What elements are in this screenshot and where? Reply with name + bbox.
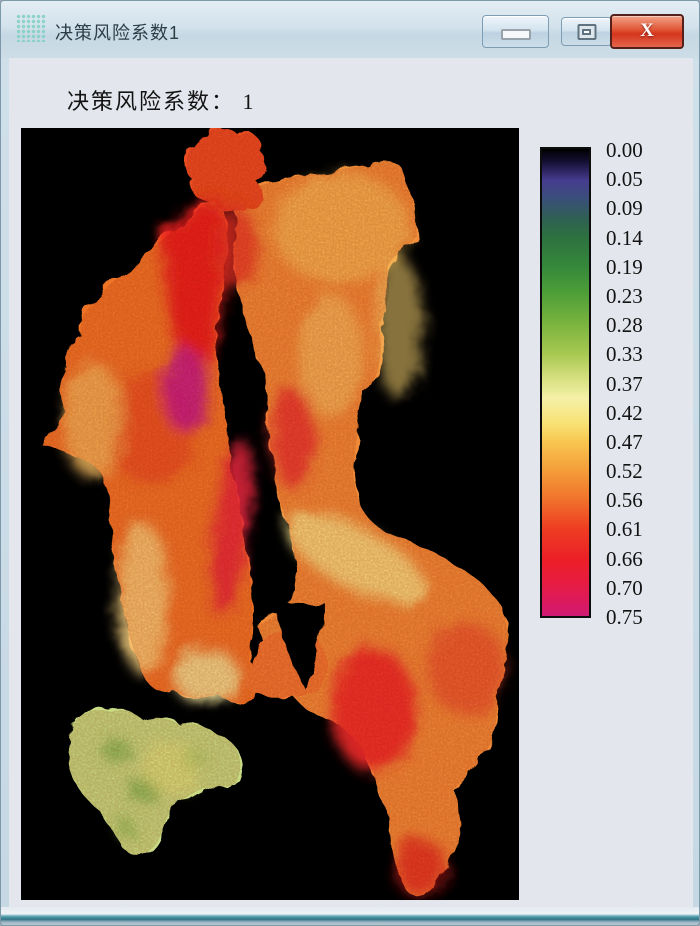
window-bottom-frame — [1, 907, 699, 925]
heatmap-axes — [21, 128, 519, 900]
colorbar-tick: 0.05 — [606, 167, 643, 192]
colorbar-tick: 0.56 — [606, 488, 643, 513]
colorbar-tick: 0.33 — [606, 342, 643, 367]
colorbar-tick: 0.19 — [606, 254, 643, 279]
maximize-button[interactable] — [561, 17, 612, 46]
colorbar-tick: 0.00 — [606, 138, 643, 162]
figure-grid-icon — [16, 14, 46, 42]
minimize-button[interactable] — [482, 15, 549, 48]
basin-svg — [21, 128, 519, 900]
colorbar-tick: 0.09 — [606, 196, 643, 221]
colorbar-tick: 0.52 — [606, 459, 643, 484]
colorbar-tick: 0.28 — [606, 313, 643, 338]
colorbar-tick: 0.66 — [606, 546, 643, 571]
colorbar-tick: 0.47 — [606, 429, 643, 454]
window-title: 决策风险系数1 — [55, 23, 181, 43]
figure-client-area: 决策风险系数： 1 — [9, 58, 693, 909]
colorbar-tick: 0.14 — [606, 225, 643, 250]
colorbar-tick: 0.42 — [606, 400, 643, 425]
colorbar-ticks: 0.00 0.05 0.09 0.14 0.19 0.23 0.28 0.33 0.37 0.42… — [606, 138, 676, 630]
colorbar-tick: 0.23 — [606, 283, 643, 308]
colorbar-tick: 0.75 — [606, 605, 643, 629]
maximize-icon — [577, 23, 596, 40]
colorbar-gradient — [540, 147, 591, 618]
colorbar-tick: 0.61 — [606, 517, 643, 542]
page-title: 决策风险系数： 1 — [67, 89, 256, 114]
close-button[interactable]: X — [610, 14, 684, 49]
colorbar-tick: 0.70 — [606, 575, 643, 600]
title-bar[interactable]: 决策风险系数1 X — [1, 1, 699, 58]
colorbar-tick: 0.37 — [606, 371, 643, 396]
minimize-icon — [500, 29, 531, 40]
